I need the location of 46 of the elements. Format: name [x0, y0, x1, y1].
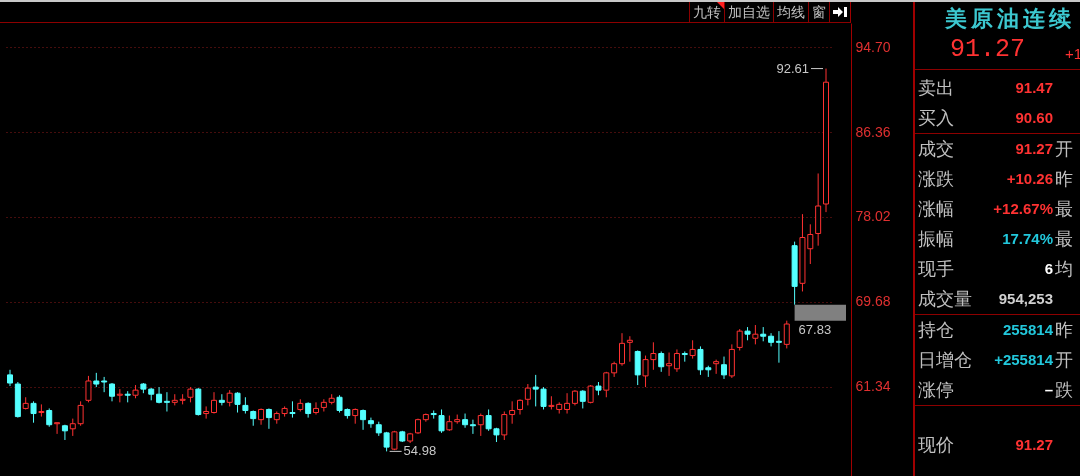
- toolbar-button: 九转: [689, 2, 724, 22]
- category-label: 昨: [1055, 319, 1073, 340]
- category-label: 现价: [918, 433, 954, 457]
- category-label: 成交量: [918, 287, 972, 311]
- category-label: 涨停: [918, 378, 954, 402]
- text: 255814: [1002, 321, 1053, 338]
- text: +255814: [994, 351, 1053, 368]
- toolbar-button: 窗: [808, 2, 829, 22]
- text: +12.67%: [993, 200, 1053, 217]
- category-label: 最: [1055, 228, 1073, 249]
- category-label: 昨: [1055, 168, 1073, 189]
- category-label: 均: [1055, 258, 1073, 279]
- y-tick-label: 94.70: [855, 38, 891, 55]
- category-label: 涨幅: [918, 197, 954, 221]
- text: 90.60: [1015, 109, 1053, 126]
- toolbar-button: 均线: [773, 2, 808, 22]
- text: 91.27: [950, 35, 1026, 64]
- y-tick-label: 78.02: [855, 208, 891, 225]
- category-label: 振幅: [918, 227, 954, 251]
- category-label: 开: [1055, 138, 1073, 159]
- text: 6: [1044, 260, 1053, 277]
- y-tick-label: 61.34: [855, 378, 891, 395]
- category-label: 涨跌: [918, 167, 954, 191]
- category-label: 现手: [918, 257, 954, 281]
- text: +10.26: [1006, 170, 1053, 187]
- category-label: 买入: [918, 106, 954, 130]
- category-label: 成交: [918, 137, 954, 161]
- band-label: 67.83: [798, 321, 832, 337]
- category-label: 跌: [1055, 379, 1073, 400]
- y-tick-label: 86.36: [855, 123, 891, 140]
- category-label: 持仓: [918, 318, 954, 342]
- toolbar-button: 加自选: [724, 2, 773, 22]
- y-tick-label: 69.68: [855, 293, 891, 310]
- annotation: 54.98: [403, 443, 437, 459]
- category-label: 开: [1055, 349, 1073, 370]
- text: 17.74%: [1002, 230, 1053, 247]
- text: 91.47: [1015, 79, 1053, 96]
- text: 91.27: [1015, 140, 1053, 157]
- annotation: 92.61: [776, 60, 809, 76]
- text: 美原油连续: [945, 4, 1075, 33]
- text: 954,253: [998, 290, 1053, 307]
- category-label: 卖出: [918, 76, 954, 100]
- text: 91.27: [1015, 436, 1053, 453]
- category-label: 日增仓: [918, 348, 972, 372]
- category-label: 最: [1055, 198, 1073, 219]
- text: –: [1044, 381, 1053, 398]
